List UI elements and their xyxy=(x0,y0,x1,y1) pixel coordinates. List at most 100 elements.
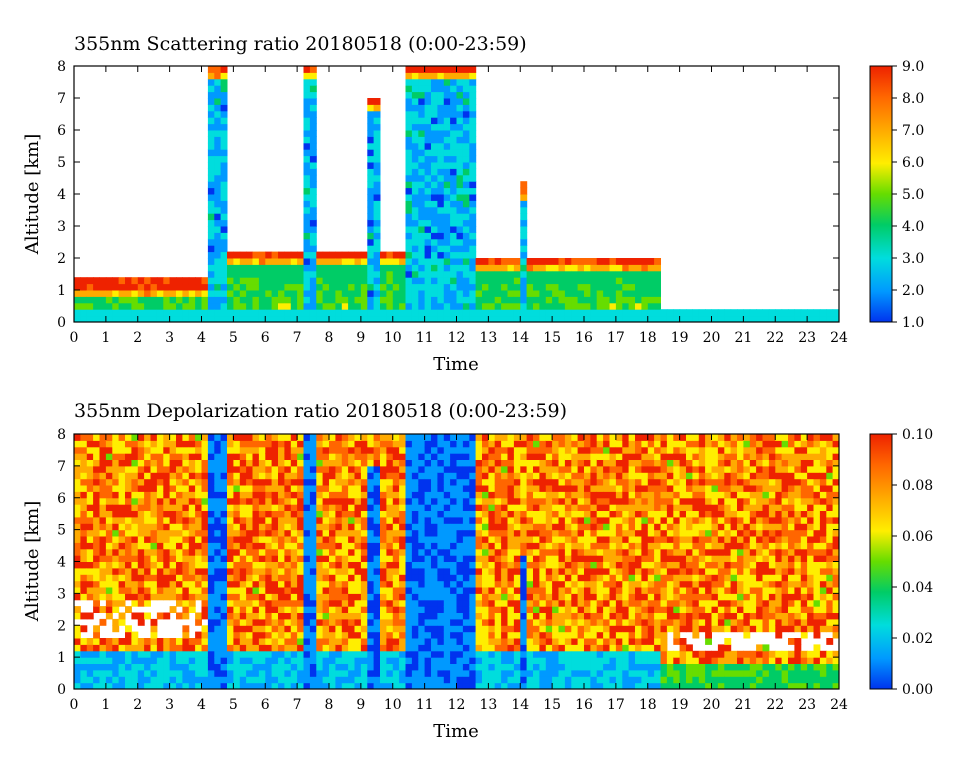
heatmap-cell xyxy=(373,587,381,594)
heatmap-cell xyxy=(105,453,113,460)
heatmap-cell xyxy=(74,459,81,467)
heatmap-cell xyxy=(545,264,553,272)
heatmap-cell xyxy=(380,497,387,505)
heatmap-cell xyxy=(322,638,330,645)
heatmap-cell xyxy=(188,309,196,317)
heatmap-cell xyxy=(80,283,88,291)
heatmap-cell xyxy=(329,682,336,689)
heatmap-cell xyxy=(284,523,292,531)
heatmap-cell xyxy=(380,625,387,633)
heatmap-cell xyxy=(418,187,426,195)
heatmap-cell xyxy=(297,682,304,689)
heatmap-cell xyxy=(227,669,234,677)
heatmap-cell xyxy=(303,85,311,93)
heatmap-cell xyxy=(392,478,400,486)
x-tick-label: 8 xyxy=(325,330,334,346)
heatmap-cell xyxy=(482,465,489,473)
heatmap-cell xyxy=(220,669,228,677)
heatmap-cell xyxy=(303,465,311,473)
heatmap-cell xyxy=(386,491,394,499)
heatmap-cell xyxy=(278,574,285,582)
heatmap-cell xyxy=(424,290,432,297)
heatmap-cell xyxy=(99,561,107,569)
heatmap-cell xyxy=(271,523,279,531)
heatmap-cell xyxy=(437,219,445,227)
heatmap-cell xyxy=(437,497,445,505)
heatmap-cell xyxy=(176,309,183,317)
heatmap-cell xyxy=(182,529,190,537)
heatmap-cell xyxy=(469,548,477,556)
heatmap-cell xyxy=(233,440,241,448)
heatmap-cell xyxy=(749,309,757,317)
heatmap-cell xyxy=(329,485,336,492)
heatmap-cell xyxy=(188,542,196,550)
heatmap-cell xyxy=(539,516,547,524)
heatmap-cell xyxy=(309,676,317,684)
heatmap-cell xyxy=(335,491,343,499)
heatmap-cell xyxy=(220,472,228,480)
heatmap-cell xyxy=(603,529,610,537)
heatmap-cell xyxy=(125,574,132,582)
heatmap-cell xyxy=(507,290,515,297)
heatmap-cell xyxy=(290,644,298,652)
heatmap-cell xyxy=(494,491,502,499)
heatmap-cell xyxy=(150,497,158,505)
heatmap-cell xyxy=(386,510,394,518)
heatmap-cell xyxy=(360,669,368,677)
heatmap-cell xyxy=(303,606,311,613)
heatmap-cell xyxy=(373,542,381,550)
heatmap-cell xyxy=(137,593,145,601)
heatmap-cell xyxy=(201,536,209,543)
heatmap-cell xyxy=(284,485,292,492)
heatmap-cell xyxy=(367,612,375,620)
heatmap-cell xyxy=(284,548,292,556)
heatmap-cell xyxy=(233,510,241,518)
heatmap-cell xyxy=(246,574,253,582)
heatmap-cell xyxy=(131,599,139,607)
heatmap-cell xyxy=(494,485,502,492)
heatmap-cell xyxy=(239,459,247,467)
heatmap-cell xyxy=(411,232,419,240)
heatmap-cell xyxy=(609,465,617,473)
heatmap-cell xyxy=(399,446,406,454)
heatmap-cell xyxy=(552,270,559,278)
heatmap-cell xyxy=(469,446,477,454)
heatmap-cell xyxy=(233,434,241,441)
heatmap-cell xyxy=(214,194,222,201)
heatmap-cell xyxy=(558,561,566,569)
x-tick-label: 20 xyxy=(703,330,721,346)
heatmap-cell xyxy=(367,663,375,671)
heatmap-cell xyxy=(462,580,470,588)
heatmap-cell xyxy=(144,548,151,556)
heatmap-cell xyxy=(182,599,190,607)
heatmap-cell xyxy=(176,491,183,499)
heatmap-cell xyxy=(456,270,464,278)
heatmap-cell xyxy=(348,542,355,550)
heatmap-cell xyxy=(418,245,426,253)
heatmap-cell xyxy=(214,181,222,189)
heatmap-cell xyxy=(182,555,190,562)
heatmap-cell xyxy=(125,644,132,652)
heatmap-cell xyxy=(558,625,566,633)
heatmap-cell xyxy=(507,440,515,448)
heatmap-cell xyxy=(418,548,426,556)
heatmap-cell xyxy=(258,523,266,531)
heatmap-cell xyxy=(329,465,336,473)
heatmap-cell xyxy=(207,587,215,594)
heatmap-cell xyxy=(329,504,336,511)
heatmap-cell xyxy=(163,548,171,556)
heatmap-cell xyxy=(227,618,234,626)
heatmap-cell xyxy=(411,315,419,322)
heatmap-cell xyxy=(462,187,470,195)
heatmap-cell xyxy=(431,142,438,150)
heatmap-cell xyxy=(144,309,151,317)
heatmap-cell xyxy=(418,258,426,265)
heatmap-cell xyxy=(252,251,260,259)
heatmap-cell xyxy=(405,453,413,460)
heatmap-cell xyxy=(437,644,445,652)
heatmap-cell xyxy=(577,657,585,664)
heatmap-cell xyxy=(513,561,521,569)
heatmap-cell xyxy=(431,66,438,73)
scattering-x-ticks: 0 1 2 3 4 5 6 7 8 9 10 11 12 13 14 15 16 17 18 19 20 21 22 23 24 xyxy=(70,66,848,346)
heatmap-cell xyxy=(501,434,508,441)
